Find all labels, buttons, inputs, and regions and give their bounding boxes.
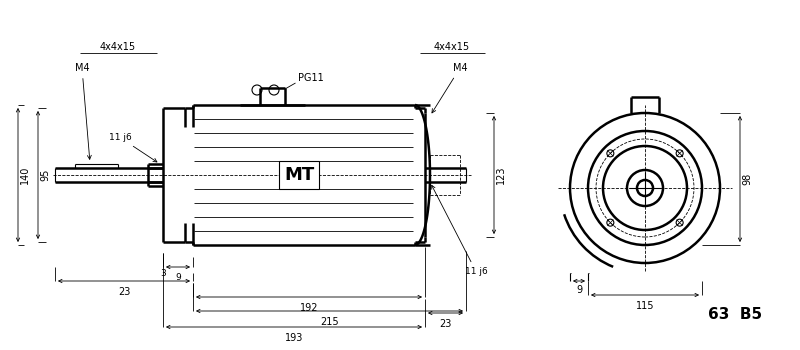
Text: 192: 192 <box>300 303 318 313</box>
Text: 115: 115 <box>636 301 654 311</box>
Text: 3: 3 <box>160 269 166 278</box>
Text: 11 j6: 11 j6 <box>109 133 157 162</box>
Text: 4x4x15: 4x4x15 <box>434 42 470 52</box>
Text: 123: 123 <box>496 166 506 184</box>
Text: 215: 215 <box>320 317 339 327</box>
Text: M4: M4 <box>74 63 91 159</box>
Text: 9: 9 <box>175 273 181 282</box>
Text: 98: 98 <box>742 173 752 185</box>
Text: 193: 193 <box>285 333 303 343</box>
Text: 23: 23 <box>118 287 130 297</box>
Text: PG11: PG11 <box>298 73 323 83</box>
Text: 11 j6: 11 j6 <box>432 185 487 276</box>
Text: M4: M4 <box>432 63 467 113</box>
Text: 4x4x15: 4x4x15 <box>100 42 136 52</box>
Text: 23: 23 <box>439 319 452 329</box>
Text: MT: MT <box>284 166 314 184</box>
Text: 9: 9 <box>576 285 582 295</box>
Text: 140: 140 <box>20 166 30 184</box>
Text: 63  B5: 63 B5 <box>708 307 762 322</box>
Text: 95: 95 <box>40 169 50 181</box>
